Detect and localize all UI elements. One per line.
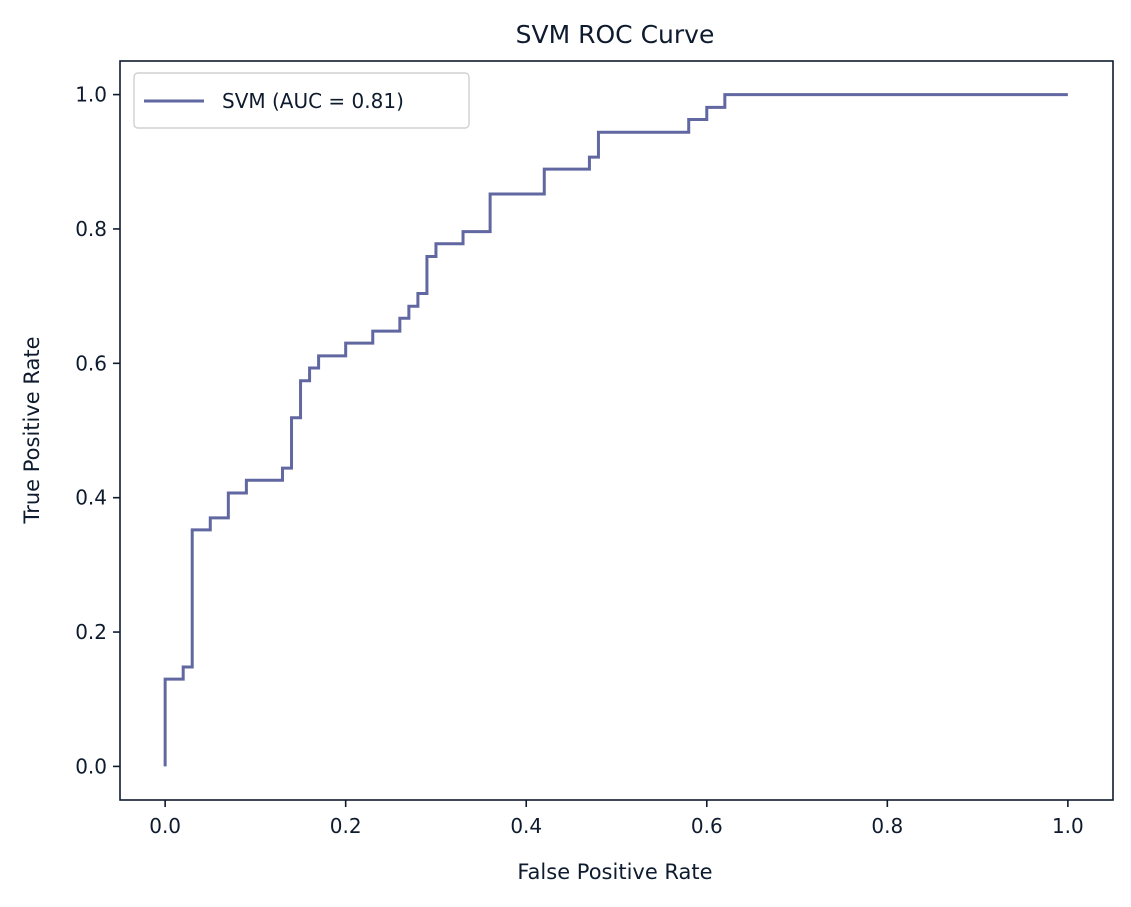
y-tick-label: 0.4 (75, 486, 107, 510)
series-layer (163, 93, 1068, 767)
x-tick-label: 0.8 (871, 814, 903, 838)
x-axis-ticks: 0.0 0.2 0.4 0.6 0.8 1.0 (149, 800, 1084, 838)
legend: SVM (AUC = 0.81) (133, 72, 470, 129)
x-tick-label: 1.0 (1052, 814, 1084, 838)
y-tick-label: 0.0 (75, 754, 107, 778)
legend-box (133, 72, 470, 129)
y-tick-label: 0.8 (75, 217, 107, 241)
y-tick-label: 0.2 (75, 620, 107, 644)
x-axis-title: False Positive Rate (517, 860, 712, 884)
chart-title: SVM ROC Curve (516, 20, 715, 49)
y-axis-title: True Positive Rate (20, 336, 44, 524)
x-tick-label: 0.6 (691, 814, 723, 838)
series-line-0 (163, 93, 1068, 767)
legend-label-svm: SVM (AUC = 0.81) (222, 89, 404, 113)
x-tick-label: 0.4 (510, 814, 542, 838)
y-axis-ticks: 0.0 0.2 0.4 0.6 0.8 1.0 (75, 83, 120, 778)
x-tick-label: 0.0 (149, 814, 181, 838)
y-tick-label: 0.6 (75, 351, 107, 375)
plot-area (119, 60, 1114, 801)
x-tick-label: 0.2 (330, 814, 362, 838)
y-tick-label: 1.0 (75, 83, 107, 107)
